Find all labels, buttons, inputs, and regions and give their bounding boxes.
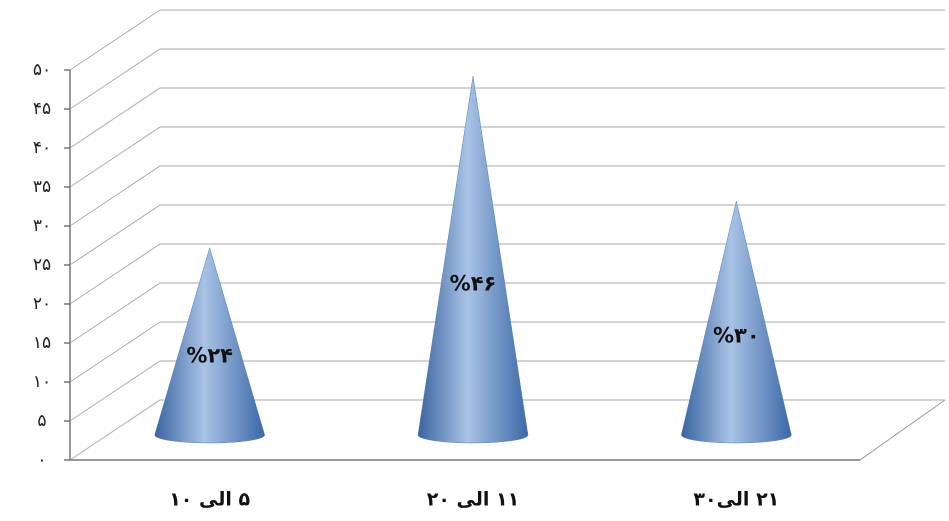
value-label: %۴۶ <box>450 271 497 295</box>
cone <box>418 76 528 443</box>
grid-line <box>70 127 945 187</box>
y-tick-label: ۱۵ <box>33 333 51 353</box>
grid-line <box>70 10 945 70</box>
grid-line <box>70 166 945 226</box>
y-tick-label: ۳۰ <box>33 216 51 236</box>
value-label: %۳۰ <box>713 324 760 348</box>
value-label: %۲۴ <box>186 343 233 367</box>
chart: ۰ ۵ ۱۰ ۱۵ ۲۰ ۲۵ ۳۰ ۳۵ ۴۰ ۴۵ ۵۰ %۲۴ ۵ الی ۱۰ %۴۶ ۱۱ ال… <box>0 0 949 521</box>
grid-line <box>70 205 945 265</box>
y-tick-label: ۴۰ <box>33 138 51 158</box>
grid-line <box>70 49 945 109</box>
x-tick-label: ۲۱ الی۳۰ <box>693 489 779 511</box>
y-tick-label: ۵ <box>37 411 46 431</box>
x-tick-label: ۱۱ الی ۲۰ <box>427 489 520 511</box>
grid-line <box>70 88 945 148</box>
y-tick-label: ۵۰ <box>33 60 51 80</box>
y-tick-label: ۱۰ <box>33 372 51 392</box>
page: {"chart_data": {"type": "cone", "categor… <box>0 0 949 521</box>
y-tick-label: ۲۵ <box>33 255 51 275</box>
marks: %۲۴ ۵ الی ۱۰ %۴۶ ۱۱ الی ۲۰ %۳۰ ۲۱ الی۳۰ <box>155 76 792 510</box>
y-tick-label: ۳۵ <box>33 177 51 197</box>
cone-body <box>418 76 528 443</box>
y-tick-label: ۴۵ <box>33 99 51 119</box>
y-tick-label: ۲۰ <box>33 294 51 314</box>
x-tick-label: ۵ الی ۱۰ <box>169 489 250 511</box>
y-tick-label: ۰ <box>37 450 46 470</box>
